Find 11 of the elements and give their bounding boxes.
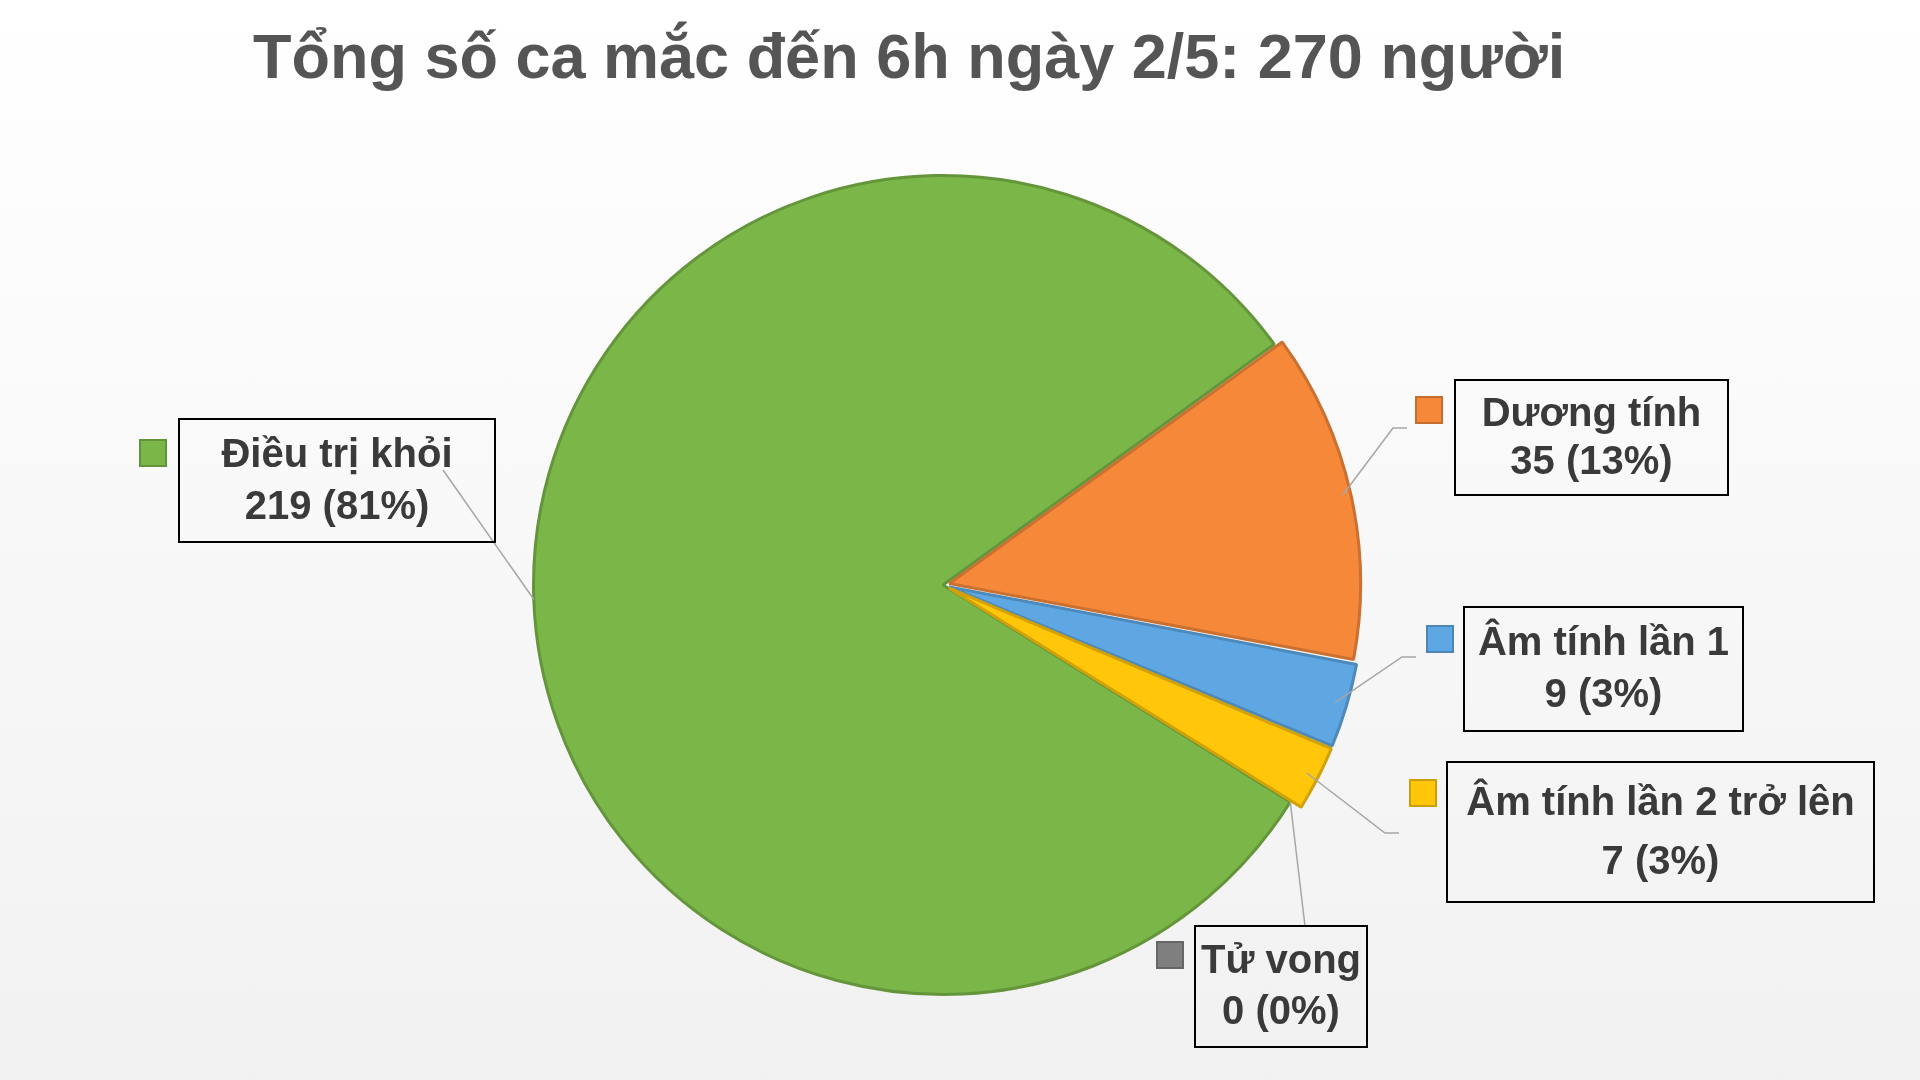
legend-label: Dương tính	[1481, 389, 1702, 434]
legend-label: Tử vong	[1200, 937, 1362, 982]
data-label: 9 (3%)	[1544, 671, 1663, 716]
data-label: 219 (81%)	[244, 482, 430, 527]
legend-label: Âm tính lần 2 trở lên	[1466, 778, 1855, 824]
chart-title: Tổng số ca mắc đến 6h ngày 2/5: 270 người	[253, 20, 1566, 92]
legend-label: Điều trị khỏi	[221, 430, 453, 475]
text: 0 (0%)	[1222, 988, 1340, 1033]
legend-label: Âm tính lần 1	[1477, 618, 1730, 664]
data-label: 35 (13%)	[1510, 437, 1673, 482]
data-label: 7 (3%)	[1601, 837, 1720, 882]
